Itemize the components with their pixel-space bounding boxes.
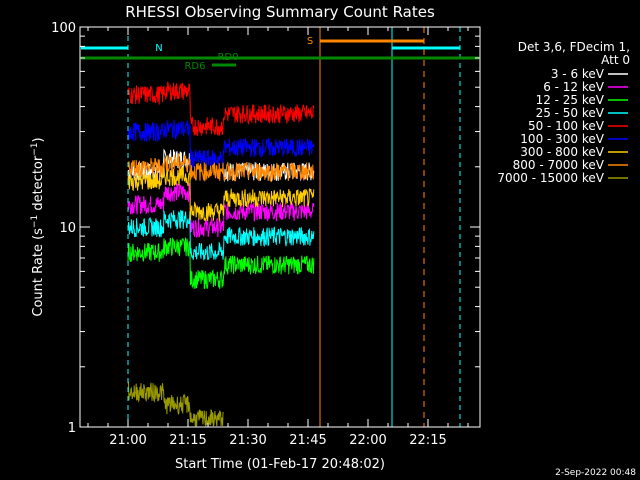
annotation-label: RD6 (184, 61, 205, 72)
series-line (127, 237, 315, 289)
x-tick-label: 21:30 (229, 433, 266, 448)
legend-entry-label: 25 - 50 keV (536, 106, 605, 120)
legend-entry-label: 300 - 800 keV (520, 145, 604, 159)
series-line (127, 183, 315, 238)
y-tick-label: 1 (68, 421, 76, 436)
y-tick-label: 10 (59, 221, 76, 236)
y-axis-label: Count Rate (s−1 detector−1) (30, 137, 46, 316)
x-tick-label: 22:15 (409, 433, 446, 448)
marker-layer: N S RD6 RD0 (81, 27, 479, 427)
y-axis-ticks: 1 10 100 (51, 21, 480, 436)
x-tick-label: 21:00 (109, 433, 146, 448)
series-line (127, 381, 224, 428)
annotation-label: N (155, 43, 162, 54)
legend-header-line-2: Att 0 (601, 53, 630, 67)
annotation-label: RD0 (217, 52, 238, 63)
legend-entry-label: 6 - 12 keV (543, 80, 605, 94)
x-tick-label: 22:00 (349, 433, 386, 448)
legend-header-line-1: Det 3,6, FDecim 1, (518, 40, 630, 54)
series-line (127, 209, 315, 261)
legend-entry-label: 800 - 7000 keV (513, 158, 605, 172)
data-layer (127, 81, 315, 428)
x-axis-ticks: 21:00 21:15 21:30 21:45 22:00 22:15 (87, 27, 469, 448)
series-line (127, 165, 315, 222)
legend-entry-label: 100 - 300 keV (520, 132, 604, 146)
series-line (127, 119, 315, 169)
x-tick-label: 21:15 (169, 433, 206, 448)
y-tick-label: 100 (51, 21, 76, 36)
series-line (127, 81, 315, 136)
chart-title: RHESSI Observing Summary Count Rates (125, 3, 435, 21)
legend-entry-label: 12 - 25 keV (536, 93, 605, 107)
legend-entry-label: 3 - 6 keV (551, 67, 605, 81)
footer-date: 2-Sep-2022 00:48 (555, 468, 636, 478)
legend-entry-label: 50 - 100 keV (528, 119, 605, 133)
legend-entry-label: 7000 - 15000 keV (497, 171, 604, 185)
series-line (127, 152, 315, 183)
x-tick-label: 21:45 (289, 433, 326, 448)
x-axis-label: Start Time (01-Feb-17 20:48:02) (175, 457, 385, 472)
annotation-label: S (307, 36, 313, 47)
